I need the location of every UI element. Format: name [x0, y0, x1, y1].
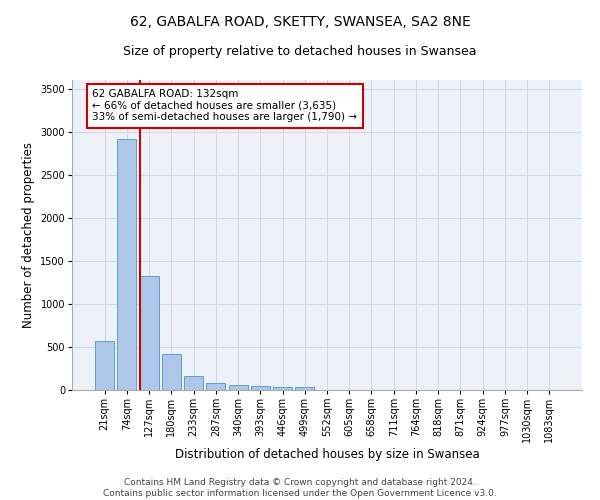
X-axis label: Distribution of detached houses by size in Swansea: Distribution of detached houses by size …: [175, 448, 479, 461]
Bar: [229, 385, 248, 390]
Text: Size of property relative to detached houses in Swansea: Size of property relative to detached ho…: [123, 45, 477, 58]
Bar: [206, 383, 225, 390]
Bar: [184, 376, 203, 390]
Bar: [251, 386, 270, 390]
Y-axis label: Number of detached properties: Number of detached properties: [22, 142, 35, 328]
Text: Contains HM Land Registry data © Crown copyright and database right 2024.
Contai: Contains HM Land Registry data © Crown c…: [103, 478, 497, 498]
Bar: [162, 354, 181, 390]
Bar: [118, 138, 136, 390]
Text: 62, GABALFA ROAD, SKETTY, SWANSEA, SA2 8NE: 62, GABALFA ROAD, SKETTY, SWANSEA, SA2 8…: [130, 15, 470, 29]
Bar: [95, 341, 114, 390]
Bar: [140, 276, 158, 390]
Bar: [295, 386, 314, 390]
Text: 62 GABALFA ROAD: 132sqm
← 66% of detached houses are smaller (3,635)
33% of semi: 62 GABALFA ROAD: 132sqm ← 66% of detache…: [92, 90, 358, 122]
Bar: [273, 386, 292, 390]
